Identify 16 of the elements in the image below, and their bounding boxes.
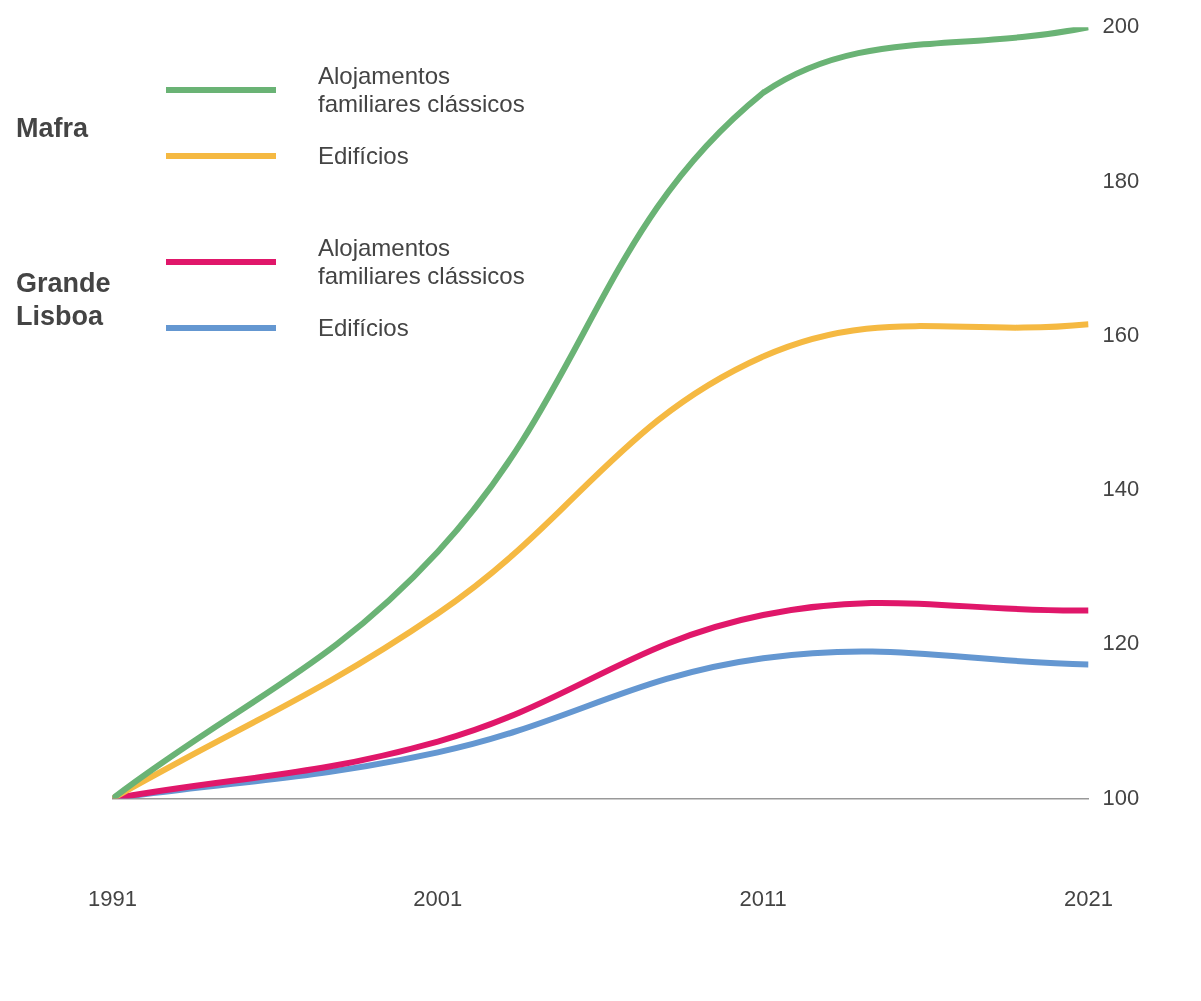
legend-label: Edifícios [318, 314, 410, 342]
y-tick-label: 180 [1102, 167, 1140, 193]
text: Mafra [16, 111, 90, 145]
text: Grande Lisboa [16, 267, 112, 333]
x-tick-label: 2011 [739, 885, 787, 911]
legend-label: Alojamentos familiares clássicos [318, 234, 526, 290]
x-tick-label: 2021 [1064, 885, 1114, 911]
y-tick-label: 100 [1102, 784, 1140, 810]
legend-label: Edifícios [318, 142, 410, 170]
x-tick-label: 2001 [413, 885, 463, 911]
y-tick-label: 200 [1102, 13, 1140, 39]
y-tick-label: 120 [1102, 630, 1140, 656]
x-tick-label: 1991 [87, 885, 137, 911]
y-tick-label: 160 [1102, 321, 1140, 347]
legend-label: Alojamentos familiares clássicos [318, 62, 526, 118]
y-tick-label: 140 [1102, 476, 1140, 502]
